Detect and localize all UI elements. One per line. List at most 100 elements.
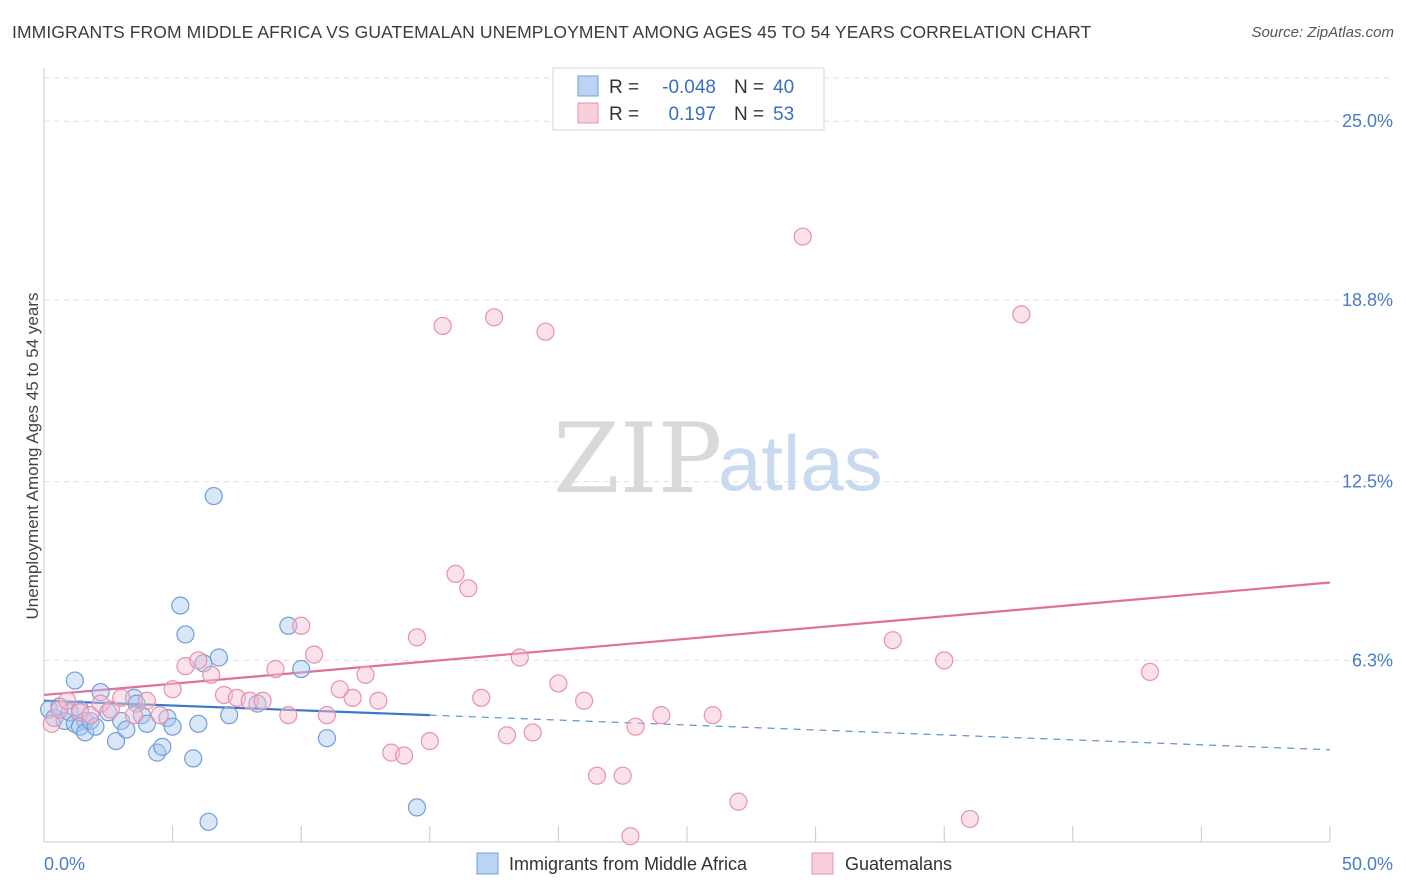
blue-point-4 bbox=[60, 703, 79, 722]
pink-point-40 bbox=[536, 322, 555, 341]
pink-point-43 bbox=[587, 766, 607, 785]
legend-swatch-pink bbox=[577, 102, 599, 124]
blue-point-22 bbox=[148, 743, 167, 762]
pink-point-9 bbox=[137, 691, 156, 710]
blue-point-23 bbox=[153, 737, 172, 756]
x-tick-labels: 0.0% 50.0% bbox=[44, 854, 1393, 874]
pink-point-36 bbox=[485, 308, 504, 327]
pink-point-35 bbox=[472, 688, 491, 707]
bottom-legend-label-2: Guatemalans bbox=[845, 854, 952, 874]
blue-point-9 bbox=[70, 717, 90, 736]
pink-point-30 bbox=[407, 628, 427, 647]
pink-point-19 bbox=[266, 659, 285, 679]
pink-point-48 bbox=[703, 706, 722, 725]
pink-point-46 bbox=[626, 717, 645, 736]
pink-point-55 bbox=[1140, 662, 1160, 682]
pink-point-4 bbox=[81, 706, 100, 725]
pink-point-34 bbox=[459, 579, 478, 598]
x-tick-label-1: 50.0% bbox=[1342, 854, 1393, 874]
legend-r-label-1: R = bbox=[609, 77, 639, 98]
blue-point-36 bbox=[279, 616, 298, 635]
bottom-legend-swatch-blue bbox=[476, 852, 499, 875]
pink-point-14 bbox=[202, 665, 221, 684]
pink-point-3 bbox=[70, 703, 90, 722]
blue-point-34 bbox=[220, 706, 239, 725]
pink-point-42 bbox=[575, 691, 594, 710]
blue-point-17 bbox=[117, 720, 136, 739]
pink-point-13 bbox=[189, 651, 208, 670]
blue-point-10 bbox=[76, 723, 95, 742]
blue-point-37 bbox=[292, 659, 311, 679]
axes bbox=[43, 68, 1331, 843]
pink-point-29 bbox=[394, 746, 414, 765]
blue-point-25 bbox=[163, 717, 182, 736]
blue-point-26 bbox=[171, 596, 190, 615]
grid-lines bbox=[44, 77, 1394, 661]
pink-point-5 bbox=[91, 694, 110, 713]
pink-point-33 bbox=[446, 564, 465, 583]
blue-point-29 bbox=[189, 714, 208, 733]
blue-point-31 bbox=[199, 812, 218, 831]
y-axis-label: Unemployment Among Ages 45 to 54 years bbox=[23, 293, 42, 620]
legend-r-value-2: 0.197 bbox=[668, 104, 716, 125]
source-label: Source: ZipAtlas.com bbox=[1251, 24, 1394, 41]
pink-point-24 bbox=[330, 680, 349, 699]
pink-point-38 bbox=[510, 648, 529, 667]
pink-point-44 bbox=[613, 766, 632, 785]
blue-point-28 bbox=[184, 749, 203, 768]
pink-point-11 bbox=[163, 680, 182, 699]
pink-point-47 bbox=[652, 706, 671, 725]
pink-point-25 bbox=[343, 688, 362, 707]
legend-n-label-1: N = bbox=[734, 77, 764, 98]
blue-point-39 bbox=[407, 798, 427, 817]
pink-point-7 bbox=[112, 688, 131, 707]
pink-point-41 bbox=[549, 674, 568, 693]
legend-r-label-2: R = bbox=[609, 104, 639, 125]
pink-point-21 bbox=[292, 616, 311, 635]
y-tick-labels: 6.3% 12.5% 18.8% 25.0% bbox=[1342, 111, 1393, 670]
y-tick-label-2: 18.8% bbox=[1342, 290, 1393, 310]
pink-point-22 bbox=[304, 645, 324, 664]
blue-point-0 bbox=[40, 700, 59, 719]
pink-point-51 bbox=[883, 631, 902, 650]
watermark-zip-text: ZIP bbox=[553, 403, 722, 515]
pink-trend-line bbox=[43, 581, 1331, 697]
pink-point-54 bbox=[1012, 305, 1031, 324]
blue-point-32 bbox=[204, 486, 223, 506]
bottom-legend-swatch-pink bbox=[811, 852, 834, 875]
y-tick-label-0: 6.3% bbox=[1352, 650, 1393, 670]
trend-lines bbox=[43, 581, 1331, 751]
y-tick-label-3: 25.0% bbox=[1342, 111, 1393, 131]
pink-point-10 bbox=[150, 706, 169, 725]
pink-point-6 bbox=[101, 700, 120, 719]
pink-point-26 bbox=[356, 665, 375, 684]
pink-point-27 bbox=[369, 691, 388, 710]
blue-point-15 bbox=[106, 731, 126, 751]
x-tick-label-0: 0.0% bbox=[44, 854, 85, 874]
watermark: ZIP atlas bbox=[553, 403, 883, 515]
pink-point-37 bbox=[497, 726, 517, 745]
blue-point-21 bbox=[137, 714, 156, 733]
blue-point-27 bbox=[176, 625, 195, 644]
chart-title: IMMIGRANTS FROM MIDDLE AFRICA VS GUATEMA… bbox=[12, 22, 1092, 42]
blue-point-33 bbox=[209, 648, 228, 667]
legend-n-label-2: N = bbox=[734, 104, 764, 125]
legend-swatch-blue bbox=[577, 75, 599, 97]
pink-point-23 bbox=[317, 706, 337, 725]
pink-point-0 bbox=[42, 714, 61, 733]
blue-point-12 bbox=[86, 717, 105, 736]
pink-point-39 bbox=[523, 723, 542, 742]
legend-n-value-2: 53 bbox=[773, 104, 794, 125]
y-tick-label-1: 12.5% bbox=[1342, 472, 1393, 492]
legend-r-value-1: -0.048 bbox=[662, 77, 716, 98]
blue-point-20 bbox=[132, 706, 151, 725]
pink-point-50 bbox=[793, 227, 812, 246]
bottom-legend-label-1: Immigrants from Middle Africa bbox=[509, 854, 748, 874]
pink-point-52 bbox=[935, 651, 954, 670]
series-legend: Immigrants from Middle Africa Guatemalan… bbox=[476, 852, 952, 875]
pink-point-17 bbox=[240, 691, 259, 710]
pink-point-53 bbox=[960, 809, 980, 829]
pink-point-2 bbox=[58, 691, 77, 710]
pink-point-18 bbox=[253, 691, 272, 710]
